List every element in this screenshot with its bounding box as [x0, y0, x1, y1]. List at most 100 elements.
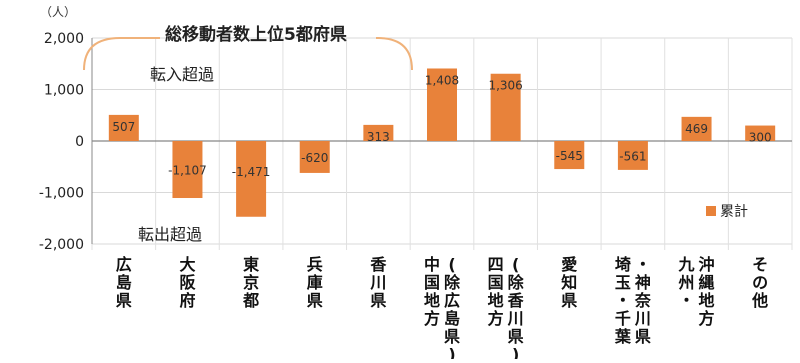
category-char: 川: [507, 309, 524, 328]
data-label: 300: [749, 131, 772, 145]
top5-bracket: [83, 37, 413, 71]
bar: [299, 141, 330, 173]
category-char: 県: [561, 291, 577, 310]
data-labels: 507 -1,107 -1,471 -620 313 1,408 1,306 -545 -561…: [112, 73, 771, 179]
y-tick-label: -2,000: [39, 237, 84, 253]
data-label: -561: [619, 149, 646, 163]
category-char: 縄: [699, 273, 715, 292]
category-char: 川: [369, 273, 386, 292]
category-char: 方: [699, 309, 715, 328]
category-char: 兵: [307, 255, 323, 274]
category-char: 愛: [561, 255, 577, 274]
category-char: 四: [488, 255, 504, 274]
category-char: 東: [243, 255, 259, 274]
category-char: 香: [507, 291, 525, 310]
category-char: 他: [751, 291, 768, 310]
category-char: ): [512, 345, 519, 359]
bar: [363, 124, 394, 141]
category-char: 広: [116, 255, 132, 274]
category-char: ・: [615, 291, 631, 310]
category-label: 大阪府: [179, 255, 196, 310]
data-label: 469: [685, 122, 708, 136]
category-char: (: [512, 255, 519, 274]
category-label: 愛知県: [561, 255, 577, 310]
category-char: 葉: [614, 327, 632, 346]
category-char: 沖: [699, 255, 715, 274]
category-char: 県: [307, 291, 323, 310]
category-char: 県: [508, 327, 524, 346]
bar: [236, 141, 267, 217]
category-char: 島: [444, 309, 460, 328]
data-label: 1,306: [488, 79, 522, 93]
bar: [745, 125, 776, 141]
category-char: 大: [179, 255, 195, 274]
category-char: 千: [615, 309, 631, 328]
category-char: 県: [116, 291, 132, 310]
data-label: 313: [367, 130, 390, 144]
bar: [427, 68, 457, 141]
top5-annotation: 総移動者数上位5都府県: [165, 24, 347, 45]
category-label: その他: [751, 255, 768, 310]
category-label: 広島県: [116, 255, 132, 310]
category-char: 広: [444, 291, 460, 310]
category-char: 都: [242, 291, 259, 310]
data-label: -1,471: [232, 165, 271, 179]
category-char: ・: [635, 255, 651, 274]
outflow-annotation: 転出超過: [138, 225, 202, 244]
bar: [681, 116, 712, 141]
unit-label: （人）: [40, 5, 76, 19]
category-char: ・: [679, 291, 695, 310]
category-char: 州: [678, 273, 695, 292]
category-label: 香川県: [369, 255, 387, 310]
y-tick-label: 0: [75, 134, 84, 150]
category-char: 国: [488, 273, 504, 292]
category-char: そ: [752, 255, 768, 274]
category-char: 県: [635, 327, 651, 346]
data-label: -545: [556, 149, 583, 163]
category-label: 東京都: [242, 255, 259, 310]
inflow-annotation: 転入超過: [150, 65, 214, 84]
category-labels: 広島県大阪府東京都兵庫県香川県中国地方(除広島県)四国地方(除香川県)愛知県埼玉…: [116, 255, 768, 363]
category-char: 知: [561, 273, 577, 292]
category-char: 香: [369, 255, 387, 274]
category-char: 奈: [634, 291, 652, 310]
category-char: 県: [370, 291, 386, 310]
category-char: 神: [635, 273, 651, 292]
category-char: 川: [634, 309, 651, 328]
category-char: (: [448, 255, 455, 274]
y-tick-label: -1,000: [39, 186, 84, 202]
category-char: 方: [424, 309, 440, 328]
y-tick-label: 1,000: [44, 83, 84, 99]
category-char: 地: [424, 291, 440, 310]
category-char: 地: [488, 291, 504, 310]
category-char: 国: [424, 273, 440, 292]
bar: [617, 141, 648, 170]
data-label: -1,107: [168, 164, 207, 178]
category-char: 埼: [615, 255, 631, 274]
category-char: 九: [678, 255, 695, 274]
category-label: 兵庫県: [307, 255, 323, 310]
category-char: 島: [116, 273, 132, 292]
category-char: 除: [444, 273, 461, 292]
category-char: 阪: [179, 273, 196, 292]
bars: [108, 68, 776, 217]
bar: [172, 141, 203, 199]
category-char: 方: [488, 309, 504, 328]
category-char: 地: [699, 291, 715, 310]
category-char: 京: [243, 273, 259, 292]
category-char: 玉: [615, 273, 631, 292]
data-label: -620: [301, 151, 328, 165]
category-char: 除: [508, 273, 525, 292]
category-char: ): [448, 345, 455, 359]
data-label: 507: [112, 120, 135, 134]
bar: [108, 114, 139, 141]
bar: [554, 141, 585, 170]
legend-swatch: [706, 206, 716, 216]
category-char: 府: [179, 291, 195, 310]
